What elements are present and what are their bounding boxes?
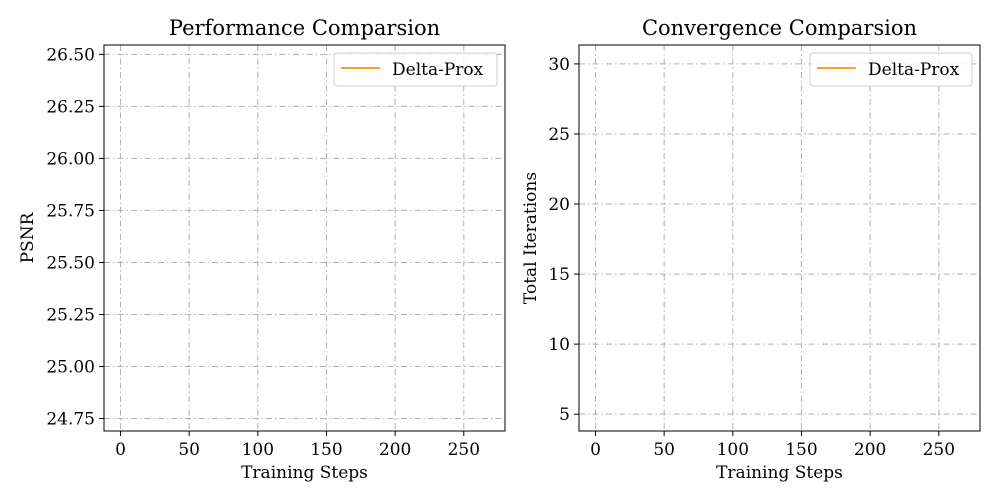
convergence-x-tick-label: 150 bbox=[785, 440, 817, 460]
convergence-y-tick-label: 25 bbox=[548, 125, 570, 145]
convergence-y-tick-label: 30 bbox=[548, 55, 570, 75]
convergence-y-axis-label: Total Iterations bbox=[521, 172, 541, 304]
convergence-chart-title: Convergence Comparsion bbox=[642, 16, 917, 40]
convergence-x-tick-label: 100 bbox=[717, 440, 749, 460]
convergence-x-tick-label: 250 bbox=[923, 440, 955, 460]
convergence-plot-frame bbox=[578, 44, 981, 432]
performance-y-tick-label: 26.50 bbox=[46, 45, 95, 65]
chart-convergence: 0 50 100 150 200 250 5 10 15 20 25 30 Convergence C… bbox=[521, 16, 981, 483]
performance-x-tick-label: 100 bbox=[242, 440, 274, 460]
performance-chart-title: Performance Comparsion bbox=[169, 16, 440, 40]
performance-legend: Delta-Prox bbox=[333, 52, 498, 87]
performance-y-tick-label: 24.75 bbox=[46, 410, 95, 430]
performance-y-tick-label: 25.75 bbox=[46, 201, 95, 221]
performance-legend-label: Delta-Prox bbox=[392, 60, 484, 80]
performance-grid bbox=[104, 45, 505, 431]
performance-y-tick-label: 26.25 bbox=[46, 97, 95, 117]
performance-y-tick-label: 25.50 bbox=[46, 253, 95, 273]
convergence-ticks: 0 50 100 150 200 250 5 10 15 20 25 30 bbox=[548, 55, 955, 460]
convergence-y-tick-label: 10 bbox=[548, 335, 570, 355]
performance-x-tick-label: 150 bbox=[310, 440, 342, 460]
performance-legend-frame bbox=[333, 52, 498, 87]
performance-x-axis-label: Training Steps bbox=[241, 463, 368, 483]
performance-y-tick-label: 25.00 bbox=[46, 357, 95, 377]
convergence-x-tick-label: 0 bbox=[590, 440, 601, 460]
convergence-legend-frame bbox=[809, 52, 973, 87]
performance-y-tick-label: 25.25 bbox=[46, 305, 95, 325]
performance-plot-frame bbox=[103, 44, 506, 432]
convergence-legend-label: Delta-Prox bbox=[868, 60, 960, 80]
convergence-x-axis-label: Training Steps bbox=[716, 463, 843, 483]
performance-y-tick-label: 26.00 bbox=[46, 149, 95, 169]
convergence-x-tick-label: 200 bbox=[854, 440, 886, 460]
convergence-y-tick-label: 20 bbox=[548, 195, 570, 215]
convergence-x-tick-label: 50 bbox=[653, 440, 675, 460]
performance-x-tick-label: 250 bbox=[448, 440, 480, 460]
convergence-legend: Delta-Prox bbox=[809, 52, 973, 87]
performance-ticks: 0 50 100 150 200 250 24.75 25.00 25.25 25.50 25.75… bbox=[46, 45, 480, 460]
convergence-y-tick-label: 5 bbox=[559, 405, 570, 425]
performance-y-axis-label: PSNR bbox=[18, 211, 38, 263]
convergence-y-tick-label: 15 bbox=[548, 265, 570, 285]
performance-x-tick-label: 0 bbox=[115, 440, 126, 460]
performance-x-tick-label: 200 bbox=[379, 440, 411, 460]
chart-performance: 0 50 100 150 200 250 24.75 25.00 25.25 25.50 25.75… bbox=[18, 16, 506, 483]
performance-x-tick-label: 50 bbox=[178, 440, 200, 460]
